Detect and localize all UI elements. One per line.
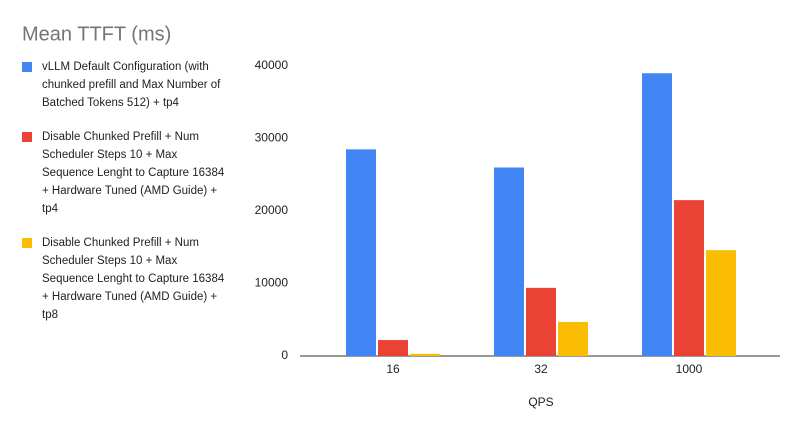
legend-swatch [22,238,32,248]
y-tick-label: 40000 [255,58,289,72]
bar [674,200,704,356]
bar [494,167,524,356]
legend-swatch [22,132,32,142]
bar [410,353,440,356]
bar [642,73,672,356]
legend-item: vLLM Default Configuration (with chunked… [22,58,232,112]
bar [706,250,736,356]
chart-title: Mean TTFT (ms) [22,23,171,45]
bar [526,287,556,356]
legend-item: Disable Chunked Prefill + Num Scheduler … [22,128,232,218]
y-tick-label: 20000 [255,203,289,217]
legend-label: vLLM Default Configuration (with chunked… [42,61,221,109]
x-tick-label: 32 [534,362,548,376]
y-tick-label: 30000 [255,131,289,145]
y-tick-label: 0 [281,348,288,362]
legend-swatch [22,62,32,72]
bar [558,321,588,356]
x-axis-title: QPS [528,395,553,409]
legend-item: Disable Chunked Prefill + Num Scheduler … [22,234,232,324]
bar [346,149,376,356]
x-tick-label: 16 [386,362,400,376]
x-tick-label: 1000 [676,362,703,376]
legend-label: Disable Chunked Prefill + Num Scheduler … [42,131,225,215]
y-tick-label: 10000 [255,276,289,290]
bar [378,340,408,356]
legend-label: Disable Chunked Prefill + Num Scheduler … [42,237,225,321]
